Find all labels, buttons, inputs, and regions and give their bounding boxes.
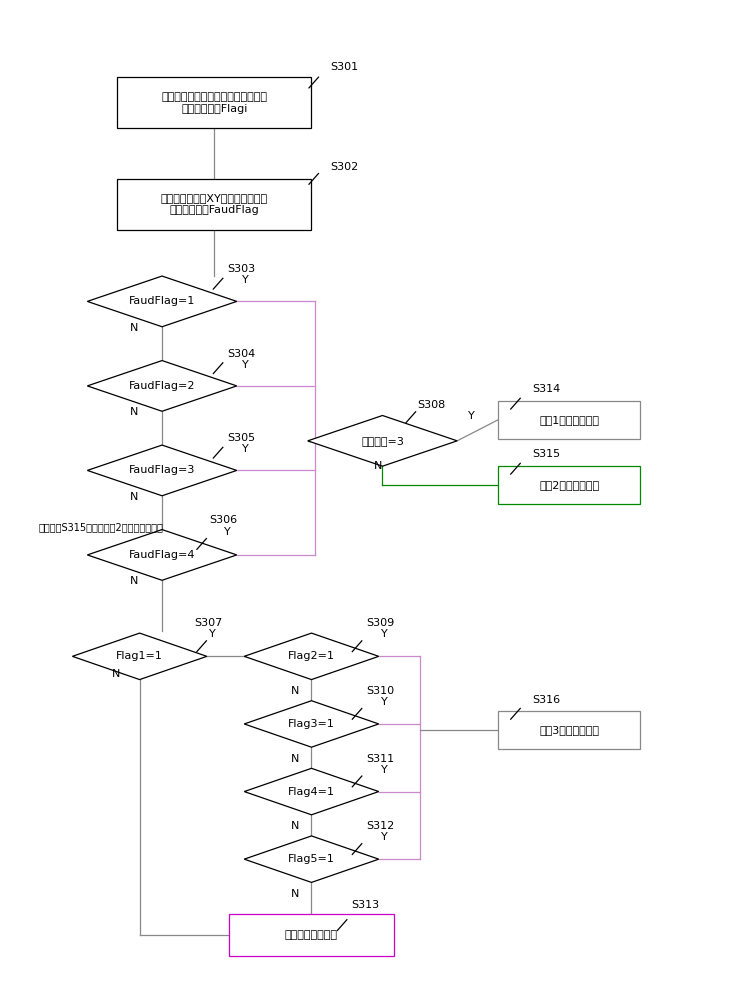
Text: Flag3=1: Flag3=1 [288,719,335,729]
Polygon shape [87,276,237,327]
Text: N: N [374,461,382,471]
Polygon shape [87,530,237,580]
Text: S308: S308 [417,400,445,410]
FancyBboxPatch shape [498,401,640,439]
Text: S311: S311 [366,754,394,764]
Text: N: N [291,889,300,899]
Text: S310: S310 [366,686,394,696]
Polygon shape [244,768,379,815]
Text: N: N [130,492,138,502]
Text: S306: S306 [209,515,237,525]
Text: S305: S305 [227,433,255,443]
FancyBboxPatch shape [117,179,311,230]
Text: 方法1求解太阳矢量: 方法1求解太阳矢量 [539,415,599,425]
Polygon shape [87,361,237,411]
Text: Flag2=1: Flag2=1 [288,651,335,661]
FancyBboxPatch shape [230,914,394,956]
Text: S313: S313 [351,900,380,910]
Text: Y: Y [381,765,388,775]
Text: Y: Y [468,411,475,421]
Text: S312: S312 [366,821,394,831]
Text: N: N [130,407,138,417]
Text: 无法求解太阳矢量: 无法求解太阳矢量 [285,930,338,940]
Text: Y: Y [209,629,216,639]
Text: S307: S307 [194,618,223,628]
Text: FaudFlag=2: FaudFlag=2 [129,381,195,391]
Text: Y: Y [381,697,388,707]
Text: N: N [130,323,138,333]
Polygon shape [308,415,458,466]
Text: Flag1=1: Flag1=1 [116,651,163,661]
Text: S303: S303 [227,264,255,274]
FancyBboxPatch shape [498,466,640,504]
Text: Flag5=1: Flag5=1 [288,854,335,864]
Text: Y: Y [242,275,249,285]
Text: S301: S301 [330,62,358,72]
Polygon shape [87,445,237,496]
Text: FaudFlag=4: FaudFlag=4 [129,550,195,560]
Text: S314: S314 [532,384,560,394]
Text: N: N [130,576,138,586]
Text: N: N [291,754,300,764]
Text: 方法3求解太阳矢量: 方法3求解太阳矢量 [539,725,599,735]
Text: 各余弦探头有效性判定并确定有效数
量置有效标志Flagi: 各余弦探头有效性判定并确定有效数 量置有效标志Flagi [161,92,267,114]
Text: S304: S304 [227,349,255,359]
Polygon shape [72,633,207,680]
Text: 执行步骤S315，利用方法2求解太阳矢量。: 执行步骤S315，利用方法2求解太阳矢量。 [39,522,164,532]
Text: 有效片数=3: 有效片数=3 [361,436,404,446]
Text: Y: Y [224,527,231,537]
Polygon shape [244,701,379,747]
Text: S302: S302 [330,162,358,172]
Text: S315: S315 [532,449,560,459]
Text: Y: Y [381,629,388,639]
Text: S309: S309 [366,618,394,628]
Text: Y: Y [242,444,249,454]
Text: N: N [291,821,300,831]
Polygon shape [244,836,379,882]
Text: Y: Y [242,360,249,370]
Text: Flag4=1: Flag4=1 [288,787,335,797]
Text: 判定太阳矢量在XY面投影所在象限
并置象限标志FaudFlag: 判定太阳矢量在XY面投影所在象限 并置象限标志FaudFlag [160,193,268,215]
Text: FaudFlag=3: FaudFlag=3 [129,465,195,475]
Text: 方法2求解太阳矢量: 方法2求解太阳矢量 [539,480,599,490]
Polygon shape [244,633,379,680]
FancyBboxPatch shape [117,77,311,128]
Text: S316: S316 [532,695,560,705]
Text: FaudFlag=1: FaudFlag=1 [129,296,195,306]
Text: N: N [112,669,120,679]
Text: N: N [291,686,300,696]
FancyBboxPatch shape [498,711,640,749]
Text: Y: Y [381,832,388,842]
